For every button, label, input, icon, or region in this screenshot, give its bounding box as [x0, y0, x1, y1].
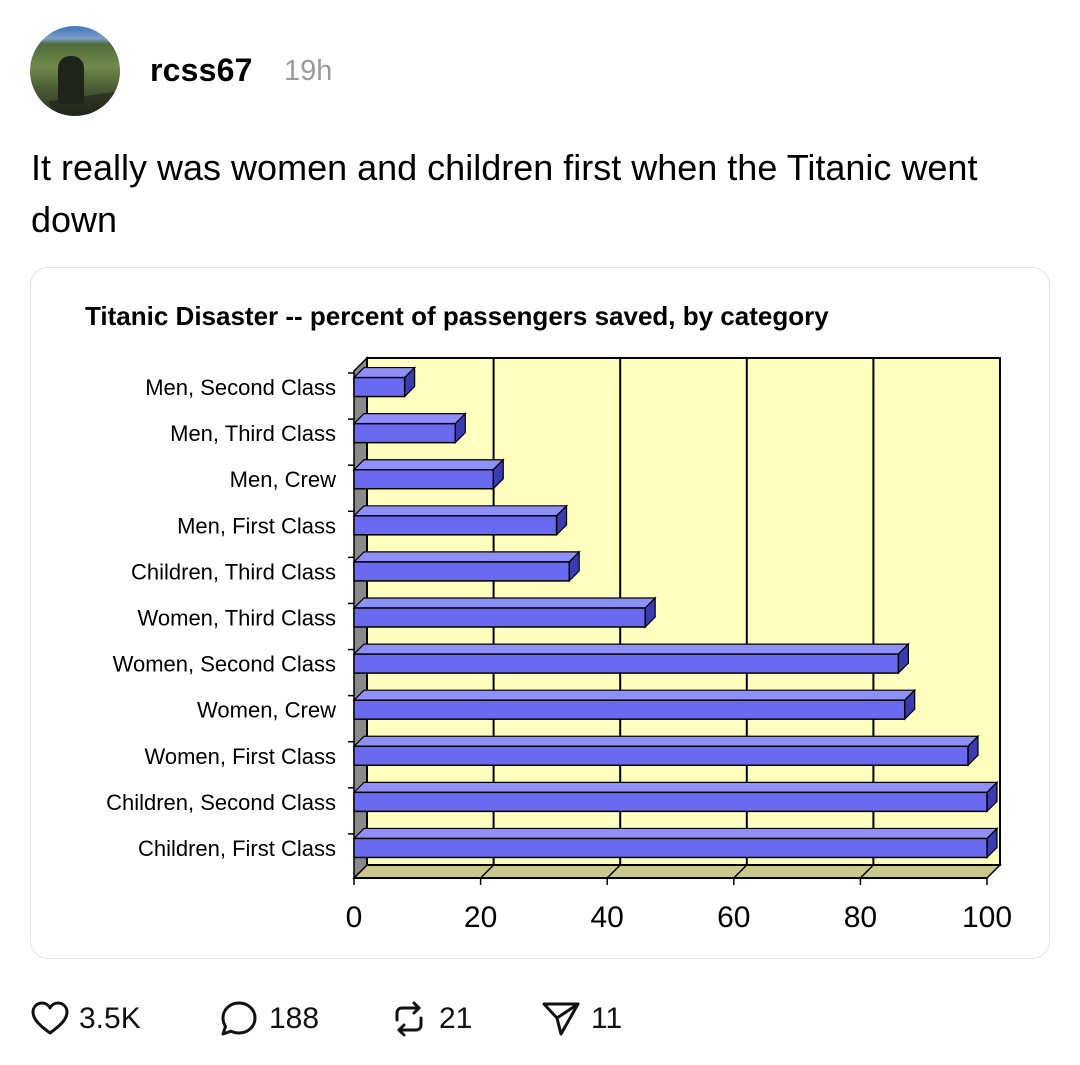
bar-top [352, 689, 917, 701]
x-tick-label: 0 [346, 901, 363, 934]
category-label: Women, Second Class [113, 652, 336, 677]
bar [353, 515, 558, 536]
gridline-floor [859, 864, 874, 879]
bar-top [352, 735, 980, 747]
post-text: It really was women and children first w… [31, 147, 978, 240]
bar [353, 422, 457, 444]
chart: Titanic Disaster -- percent of passenger… [85, 301, 1012, 934]
x-tick-label: 20 [464, 901, 497, 934]
comment-count: 188 [269, 1002, 320, 1035]
share-count: 11 [591, 1002, 623, 1035]
chart-image-card[interactable]: Titanic Disaster -- percent of passenger… [30, 267, 1050, 959]
comment-button[interactable]: 188 [218, 995, 319, 1043]
repost-button[interactable]: 21 [388, 995, 472, 1043]
category-label: Children, Second Class [106, 790, 336, 815]
gridline-floor [606, 864, 621, 879]
bar [353, 653, 900, 674]
category-label: Men, Crew [230, 467, 336, 492]
category-label: Women, Third Class [138, 606, 336, 631]
comment-icon [221, 1001, 257, 1036]
chart-title: Titanic Disaster -- percent of passenger… [85, 301, 829, 331]
bar [353, 561, 570, 582]
like-button[interactable]: 3.5K [30, 995, 141, 1043]
bar [353, 837, 988, 859]
bar-top [352, 643, 910, 655]
x-tick-label: 60 [717, 901, 750, 934]
username[interactable]: rcss67 [150, 52, 253, 88]
post-time: 19h [284, 55, 333, 87]
x-tick-label: 80 [844, 901, 877, 934]
bar-top [352, 413, 467, 425]
bar-top [352, 827, 999, 840]
x-tick-label: 40 [591, 901, 624, 934]
bar-top [352, 459, 505, 471]
category-label: Men, Second Class [145, 375, 336, 400]
bar-top [352, 505, 569, 517]
category-label: Men, Third Class [170, 421, 336, 446]
bar-top [352, 551, 581, 563]
bar [353, 745, 969, 767]
heart-icon [31, 1001, 69, 1035]
bar-top [352, 597, 657, 609]
category-label: Children, Third Class [131, 559, 336, 584]
gridline-floor [733, 864, 748, 879]
like-count: 3.5K [79, 1002, 141, 1035]
gridline-floor [480, 864, 495, 879]
bar [353, 791, 988, 813]
bar-top [352, 781, 999, 793]
send-icon [542, 1002, 580, 1036]
category-label: Children, First Class [138, 836, 336, 861]
repost-count: 21 [439, 1002, 473, 1035]
bar [353, 376, 406, 398]
share-button[interactable]: 11 [540, 995, 622, 1043]
bar [353, 699, 906, 720]
bar [353, 607, 646, 628]
bar [353, 468, 495, 490]
category-label: Women, Crew [197, 698, 336, 723]
avatar-figure [58, 56, 84, 104]
repost-icon [395, 1001, 423, 1037]
plot-floor [352, 864, 1002, 879]
category-label: Men, First Class [177, 513, 336, 538]
category-label: Women, First Class [144, 744, 336, 769]
avatar[interactable] [30, 26, 120, 116]
x-tick-label: 100 [962, 901, 1012, 934]
